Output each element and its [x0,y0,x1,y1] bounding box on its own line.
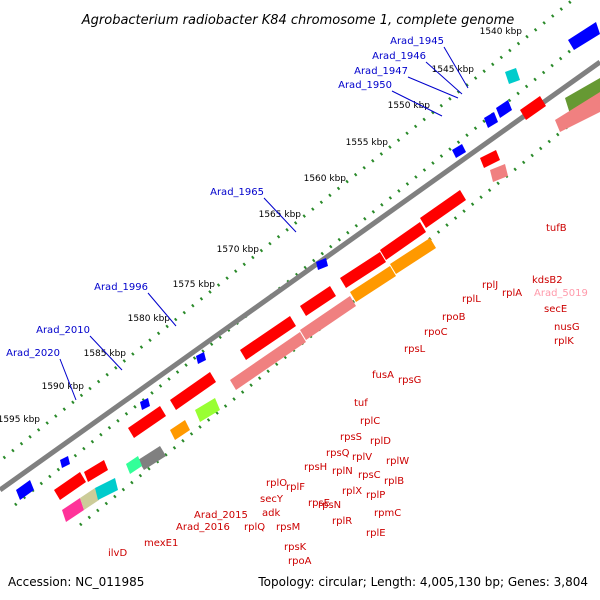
ruler-label: 1545 kbp [432,65,475,75]
gene-label-red: rpsG [398,375,421,386]
gene-label-red: rplD [370,436,391,447]
gene-label-red: rplJ [482,280,498,291]
ruler-label: 1580 kbp [128,314,171,324]
blue-leader-line [443,46,469,89]
gene-label-red: rplA [502,288,522,299]
gene-label-red: tufB [546,223,567,234]
gene-label-red: rplK [554,336,574,347]
gene-label-blue: Arad_2020 [6,348,60,359]
gene-label-red: ilvD [108,548,127,559]
gene-label-red: rplP [366,490,385,501]
gene-label-red: tuf [354,398,368,409]
blue-leader-line [391,90,443,117]
gene-label-blue: Arad_1945 [390,36,444,47]
blue-genes [16,100,512,500]
gene-label-red: rplV [352,452,372,463]
gene-label-red: Arad_5019 [534,288,588,299]
gene-label-red: rplE [366,528,386,539]
ruler-label: 1550 kbp [388,101,431,111]
gene-label-red: rpsN [318,500,341,511]
gene-label-red: rplR [332,516,352,527]
gene-label-red: rpsH [304,462,327,473]
gene-label-red: rplL [462,294,481,305]
ruler-label: 1540 kbp [480,27,523,37]
gene-label-red: adk [262,508,280,519]
gene-label-red: rpsS [340,432,362,443]
gene-label-red: rpsE [308,498,330,509]
ruler-label: 1555 kbp [346,138,389,148]
gene-label-red: Arad_2016 [176,522,230,533]
gene-label-red: rpsL [404,344,426,355]
gene-label-red: secY [260,494,284,505]
gene-label-red: nusG [554,322,580,333]
gene-label-red: rpoA [288,556,312,567]
ruler-label: 1570 kbp [217,245,260,255]
gene-label-red: rplB [384,476,404,487]
gene-label-red: Arad_2015 [194,510,248,521]
chromosome-backbone [0,59,600,493]
ruler-label: 1560 kbp [304,174,347,184]
gene-label-red: rplO [266,478,287,489]
blue-leader-line [425,61,463,95]
ruler-label: 1585 kbp [84,349,127,359]
gene-label-red: mexE1 [144,538,178,549]
gene-label-blue: Arad_2010 [36,325,90,336]
genome-summary-text: Topology: circular; Length: 4,005,130 bp… [257,575,588,589]
gene-label-red: secE [544,304,567,315]
gene-label-red: rplN [332,466,353,477]
gene-label-red: rpmC [374,508,401,519]
gene-label-red: rpsK [284,542,307,553]
gene-label-red: rplF [286,482,305,493]
gene-label-blue: Arad_1965 [210,187,264,198]
ruler-label: 1575 kbp [173,280,216,290]
gene-label-blue: Arad_1996 [94,282,148,293]
ruler-label: 1590 kbp [42,382,85,392]
gene-label-red: rpsC [358,470,381,481]
gene-label-red: rplC [360,416,380,427]
gene-label-red: rplW [386,456,409,467]
gene-label-blue: Arad_1947 [354,66,408,77]
map-title: Agrobacterium radiobacter K84 chromosome… [81,13,514,28]
gene-label-red: rpsQ [326,448,350,459]
blue-leader-line [89,335,123,371]
gene-label-red: rplQ [244,522,265,533]
accession-text: Accession: NC_011985 [8,575,144,589]
blue-leader-line [407,76,459,99]
gene-label-red: kdsB2 [532,275,563,286]
gene-label-red: fusA [372,370,394,381]
blue-leader-line [59,358,77,401]
blue-leader-line [263,197,297,233]
gene-label-blue: Arad_1946 [372,51,426,62]
ruler-label: 1595 kbp [0,415,40,425]
forward-genes [54,22,600,500]
blue-leader-line [147,292,177,327]
gene-label-red: rpoB [442,312,466,323]
gene-label-red: rpoC [424,327,448,338]
reverse-genes [62,68,600,522]
gene-label-red: rpsM [276,522,300,533]
gene-label-red: rplX [342,486,362,497]
gene-label-blue: Arad_1950 [338,80,392,91]
